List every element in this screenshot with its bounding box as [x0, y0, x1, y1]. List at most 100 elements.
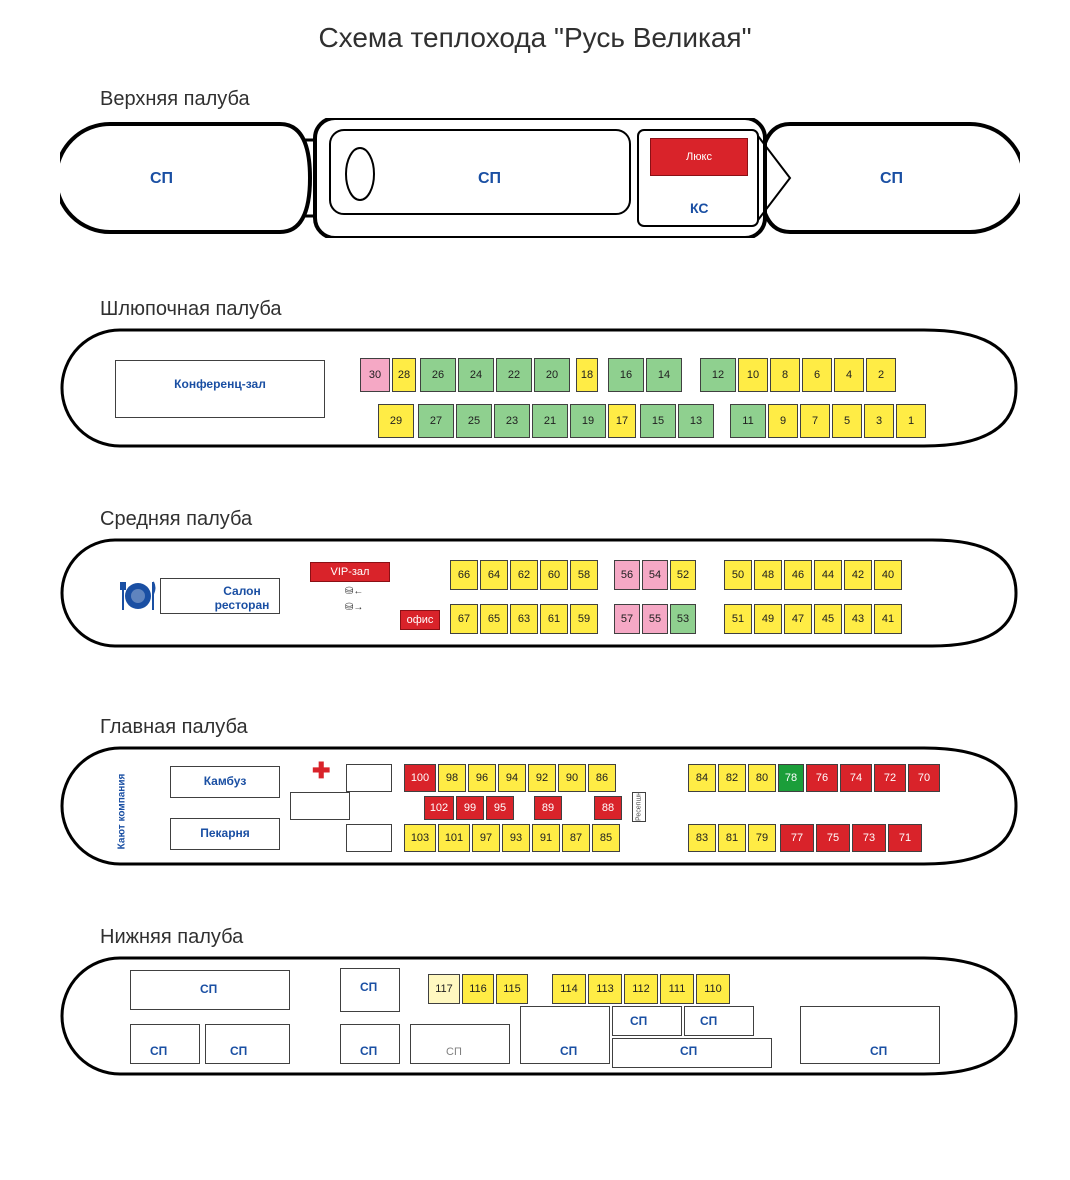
partition [800, 1006, 940, 1064]
cabin-96: 96 [468, 764, 496, 792]
cabin-9: 9 [768, 404, 798, 438]
cabin-23: 23 [494, 404, 530, 438]
cabin-88: 88 [594, 796, 622, 820]
partition [410, 1024, 510, 1064]
sp-box [290, 792, 350, 820]
partition [612, 1038, 772, 1068]
cabin-53: 53 [670, 604, 696, 634]
cabin-78: 78 [778, 764, 804, 792]
cabin-12: 12 [700, 358, 736, 392]
cabin-66: 66 [450, 560, 478, 590]
cabin-70: 70 [908, 764, 940, 792]
cabin-11: 11 [730, 404, 766, 438]
cabin-25: 25 [456, 404, 492, 438]
cabin-112: 112 [624, 974, 658, 1004]
cabin-58: 58 [570, 560, 598, 590]
cabin-62: 62 [510, 560, 538, 590]
cabin-6: 6 [802, 358, 832, 392]
room-label: Салон ресторан [204, 584, 280, 612]
deck-label-middle: Средняя палуба [100, 508, 252, 531]
cabin-45: 45 [814, 604, 842, 634]
cabin-7: 7 [800, 404, 830, 438]
service-room-label: Пекарня [170, 826, 280, 840]
cabin-41: 41 [874, 604, 902, 634]
cabin-95: 95 [486, 796, 514, 820]
service-room-label: Камбуз [170, 774, 280, 788]
vertical-label: Кают компания [117, 762, 128, 862]
cabin-28: 28 [392, 358, 416, 392]
cabin-59: 59 [570, 604, 598, 634]
cabin-8: 8 [770, 358, 800, 392]
special-room: Люкс [650, 138, 748, 176]
cabin-44: 44 [814, 560, 842, 590]
upper-deck-hull [60, 118, 1020, 238]
cabin-15: 15 [640, 404, 676, 438]
partition [340, 968, 400, 1012]
cabin-21: 21 [532, 404, 568, 438]
cabin-97: 97 [472, 824, 500, 852]
cabin-94: 94 [498, 764, 526, 792]
cabin-4: 4 [834, 358, 864, 392]
cabin-55: 55 [642, 604, 668, 634]
cabin-87: 87 [562, 824, 590, 852]
special-room: офис [400, 610, 440, 630]
partition [612, 1006, 682, 1036]
cabin-17: 17 [608, 404, 636, 438]
restaurant-icon [118, 576, 158, 616]
cabin-102: 102 [424, 796, 454, 820]
cabin-74: 74 [840, 764, 872, 792]
partition [340, 1024, 400, 1064]
cabin-64: 64 [480, 560, 508, 590]
cabin-20: 20 [534, 358, 570, 392]
deck-label-main: Главная палуба [100, 716, 248, 739]
cabin-30: 30 [360, 358, 390, 392]
cabin-22: 22 [496, 358, 532, 392]
cabin-90: 90 [558, 764, 586, 792]
special-room: VIP-зал [310, 562, 390, 582]
cabin-89: 89 [534, 796, 562, 820]
cabin-93: 93 [502, 824, 530, 852]
partition [520, 1006, 610, 1064]
cabin-42: 42 [844, 560, 872, 590]
cabin-18: 18 [576, 358, 598, 392]
cabin-71: 71 [888, 824, 922, 852]
cabin-98: 98 [438, 764, 466, 792]
partition [130, 1024, 200, 1064]
cabin-46: 46 [784, 560, 812, 590]
cabin-80: 80 [748, 764, 776, 792]
cabin-3: 3 [864, 404, 894, 438]
cabin-51: 51 [724, 604, 752, 634]
cabin-13: 13 [678, 404, 714, 438]
sp-label: СП [880, 170, 903, 188]
sp-box [346, 764, 392, 792]
cabin-54: 54 [642, 560, 668, 590]
deck-label-boat: Шлюпочная палуба [100, 298, 281, 321]
cabin-79: 79 [748, 824, 776, 852]
cabin-47: 47 [784, 604, 812, 634]
cabin-99: 99 [456, 796, 484, 820]
cabin-43: 43 [844, 604, 872, 634]
sp-label: СП [150, 170, 173, 188]
stair-arrow-icon: ⛁← [345, 586, 363, 597]
cabin-72: 72 [874, 764, 906, 792]
partition [684, 1006, 754, 1036]
cabin-56: 56 [614, 560, 640, 590]
cabin-40: 40 [874, 560, 902, 590]
deck-label-lower: Нижняя палуба [100, 926, 243, 949]
cabin-27: 27 [418, 404, 454, 438]
cabin-86: 86 [588, 764, 616, 792]
cabin-10: 10 [738, 358, 768, 392]
cabin-85: 85 [592, 824, 620, 852]
cabin-77: 77 [780, 824, 814, 852]
cabin-116: 116 [462, 974, 494, 1004]
cabin-67: 67 [450, 604, 478, 634]
cabin-92: 92 [528, 764, 556, 792]
cabin-57: 57 [614, 604, 640, 634]
cabin-117: 117 [428, 974, 460, 1004]
cabin-115: 115 [496, 974, 528, 1004]
cabin-52: 52 [670, 560, 696, 590]
cabin-84: 84 [688, 764, 716, 792]
cabin-111: 111 [660, 974, 694, 1004]
cabin-113: 113 [588, 974, 622, 1004]
cabin-48: 48 [754, 560, 782, 590]
